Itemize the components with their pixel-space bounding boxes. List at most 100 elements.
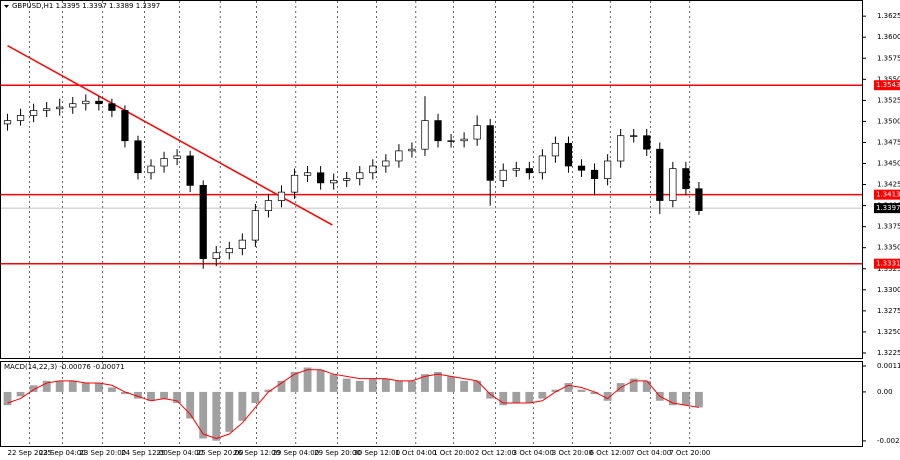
macd-bar xyxy=(551,389,560,392)
macd-pane-frame xyxy=(0,361,863,447)
macd-bar xyxy=(486,391,495,399)
candle-body xyxy=(303,172,312,176)
candle-body xyxy=(564,142,573,167)
macd-bar xyxy=(316,369,325,392)
level-box xyxy=(874,189,900,200)
macd-bar xyxy=(590,391,599,395)
macd-bar xyxy=(460,380,469,392)
macd-bar xyxy=(173,391,182,404)
candle-body xyxy=(121,110,129,142)
x-tick-label: 24 Sep 12:00 xyxy=(121,449,168,457)
candle-body xyxy=(590,169,599,180)
y-tick-label: 1.3450 xyxy=(877,160,900,168)
candle-body xyxy=(604,160,612,180)
x-tick-label: 29 Sep 04:00 xyxy=(272,449,319,457)
macd-bar xyxy=(355,380,364,392)
candle-body xyxy=(160,158,168,167)
candle-body xyxy=(460,138,468,142)
candle-body xyxy=(317,172,325,184)
level-label: 1.3413 xyxy=(876,191,900,199)
y-tick-label: 1.3500 xyxy=(877,117,900,125)
macd-bar xyxy=(16,391,25,397)
macd-bar xyxy=(499,391,508,406)
macd-bar xyxy=(68,380,77,392)
x-tick-label: 26 Sep 12:00 xyxy=(233,449,280,457)
candle-body xyxy=(656,148,664,201)
macd-bar xyxy=(290,371,299,392)
x-tick-label: 23 Sep 04:00 xyxy=(39,449,86,457)
candle-body xyxy=(630,135,638,137)
y-tick-label: -0.00221 xyxy=(877,437,900,445)
y-tick-label: 0.00 xyxy=(877,388,893,396)
candle-body xyxy=(330,179,338,184)
x-tick-label: 7 Oct 20:00 xyxy=(669,449,710,457)
candle-body xyxy=(577,165,586,171)
x-tick-label: 30 Sep 12:00 xyxy=(353,449,400,457)
candle-body xyxy=(277,191,286,201)
macd-bar xyxy=(695,391,703,408)
macd-bar xyxy=(473,380,482,392)
macd-bar xyxy=(603,391,612,401)
macd-bar xyxy=(394,380,403,392)
candle-body xyxy=(95,100,103,105)
macd-bar xyxy=(121,391,129,395)
candle-body xyxy=(551,142,560,157)
candle-body xyxy=(82,100,90,105)
chart-title: GBPUSD,H1 1.3395 1.3397 1.3389 1.3397 xyxy=(12,2,160,10)
macd-bar xyxy=(94,383,103,392)
macd-bar xyxy=(160,391,168,399)
macd-bar xyxy=(512,391,521,404)
symbol-arrow xyxy=(4,5,9,8)
macd-bar xyxy=(408,380,416,392)
y-tick-label: 1.3325 xyxy=(877,265,900,273)
candle-body xyxy=(264,200,273,212)
macd-bar xyxy=(368,378,377,392)
candle-body xyxy=(525,168,533,174)
candle-body xyxy=(30,110,38,116)
level-label: 1.3543 xyxy=(876,81,900,89)
macd-bar xyxy=(55,380,64,392)
y-tick-label: 1.3350 xyxy=(877,244,900,252)
y-tick-label: 1.3600 xyxy=(877,33,900,41)
level-box xyxy=(874,258,900,269)
macd-bar xyxy=(668,391,677,406)
macd-bar xyxy=(251,391,260,404)
macd-bar xyxy=(642,380,651,392)
macd-label: MACD(14,22,3) -0.00076 -0.00071 xyxy=(4,363,125,371)
candle-body xyxy=(56,106,64,110)
x-tick-label: 29 Sep 20:00 xyxy=(314,449,361,457)
macd-bar xyxy=(434,371,442,392)
candle-body xyxy=(473,125,481,140)
candle-body xyxy=(643,135,651,150)
x-tick-label: 3 Oct 20:00 xyxy=(552,449,593,457)
macd-bar xyxy=(42,380,51,392)
macd-bar xyxy=(577,389,586,392)
candle-body xyxy=(199,185,207,259)
x-tick-label: 25 Sep 20:00 xyxy=(197,449,244,457)
macd-bar xyxy=(264,389,273,392)
candle-body xyxy=(108,103,116,111)
macd-bar xyxy=(342,378,351,392)
macd-bar xyxy=(212,391,221,441)
macd-bar xyxy=(447,376,455,392)
macd-bar xyxy=(81,383,90,392)
macd-bar xyxy=(225,391,234,432)
candle-body xyxy=(290,174,299,193)
macd-bar xyxy=(186,391,195,419)
x-tick-label: 3 Oct 04:00 xyxy=(513,449,554,457)
candle-body xyxy=(695,188,703,212)
macd-bar xyxy=(538,391,547,399)
candle-body xyxy=(669,168,677,201)
y-tick-label: 0.00117 xyxy=(877,362,900,370)
macd-bar xyxy=(3,391,12,406)
candle-body xyxy=(69,103,77,108)
macd-bar xyxy=(199,391,208,439)
macd-bar xyxy=(629,378,638,392)
y-tick-label: 1.3625 xyxy=(877,12,900,20)
y-tick-label: 1.3225 xyxy=(877,349,900,357)
macd-bar xyxy=(329,374,338,392)
y-tick-label: 1.3250 xyxy=(877,328,900,336)
y-tick-label: 1.3550 xyxy=(877,75,900,83)
x-tick-label: 2 Oct 12:00 xyxy=(475,449,516,457)
x-tick-label: 1 Oct 04:00 xyxy=(395,449,436,457)
